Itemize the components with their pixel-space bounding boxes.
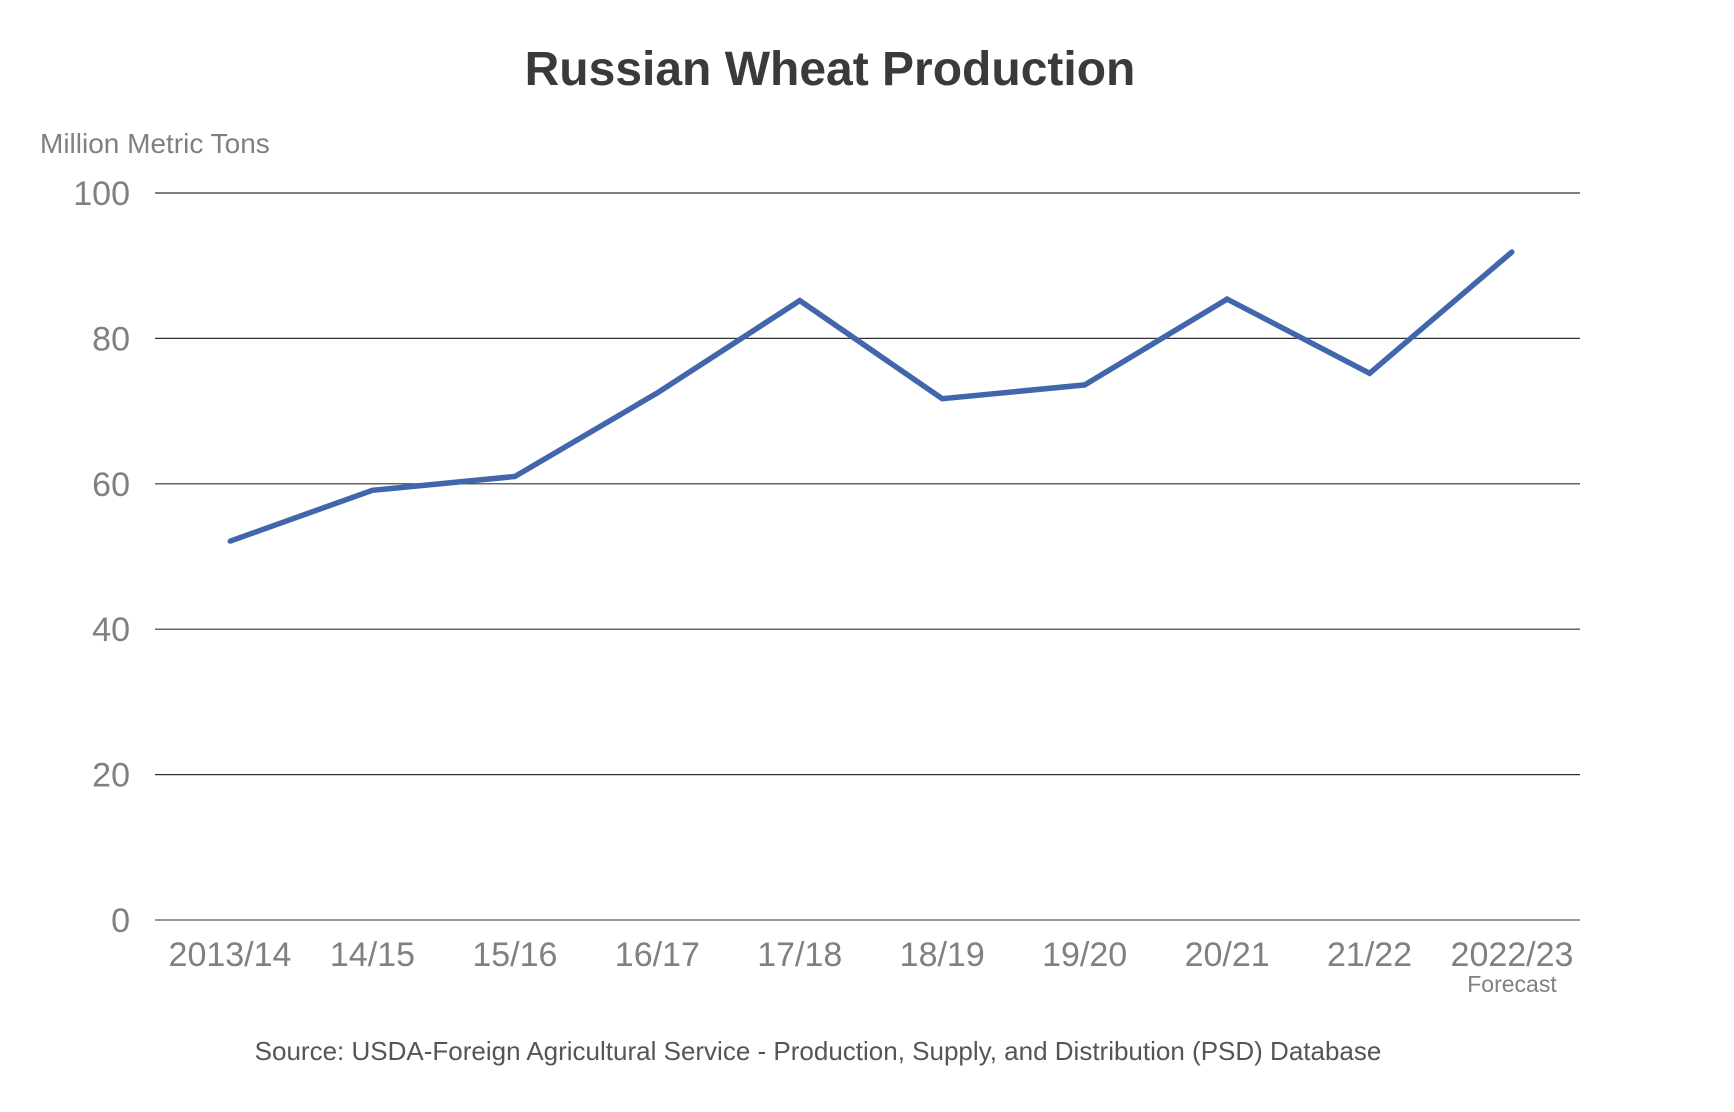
y-tick-label: 80 <box>92 320 130 358</box>
data-point <box>1509 249 1515 255</box>
y-axis-ticks: 0 20 40 60 80 100 <box>73 175 130 940</box>
data-point <box>1082 382 1088 388</box>
gridlines <box>155 192 1580 921</box>
x-tick-label: 2022/23 <box>1451 936 1574 974</box>
x-tick-label: 17/18 <box>757 936 842 974</box>
x-tick-label: 15/16 <box>472 936 557 974</box>
y-tick-label: 100 <box>73 175 130 213</box>
y-tick-label: 40 <box>92 611 130 649</box>
data-point <box>227 538 233 544</box>
data-point <box>512 474 518 480</box>
x-tick-label: 16/17 <box>615 936 700 974</box>
data-point <box>797 298 803 304</box>
chart-title: Russian Wheat Production <box>525 43 1136 96</box>
y-tick-label: 60 <box>92 466 130 504</box>
series-line <box>229 249 1514 544</box>
source-note: Source: USDA-Foreign Agricultural Servic… <box>255 1036 1382 1066</box>
y-axis-label: Million Metric Tons <box>40 128 270 159</box>
data-point <box>1367 370 1373 376</box>
x-tick-note: Forecast <box>1467 971 1557 997</box>
x-tick-label: 18/19 <box>900 936 985 974</box>
x-axis-ticks: 2013/14 14/15 15/16 16/17 17/18 18/19 19/20 20/… <box>169 936 1574 997</box>
data-point <box>654 390 660 396</box>
data-point <box>939 396 945 402</box>
series-layer <box>227 249 1515 544</box>
x-tick-label: 19/20 <box>1042 936 1127 974</box>
x-tick-label: 20/21 <box>1185 936 1270 974</box>
data-point <box>1224 296 1230 302</box>
y-tick-label: 20 <box>92 757 130 795</box>
x-tick-label: 21/22 <box>1327 936 1412 974</box>
y-tick-label: 0 <box>111 902 130 940</box>
x-tick-label: 2013/14 <box>169 936 292 974</box>
x-tick-label: 14/15 <box>330 936 415 974</box>
data-point <box>369 487 375 493</box>
